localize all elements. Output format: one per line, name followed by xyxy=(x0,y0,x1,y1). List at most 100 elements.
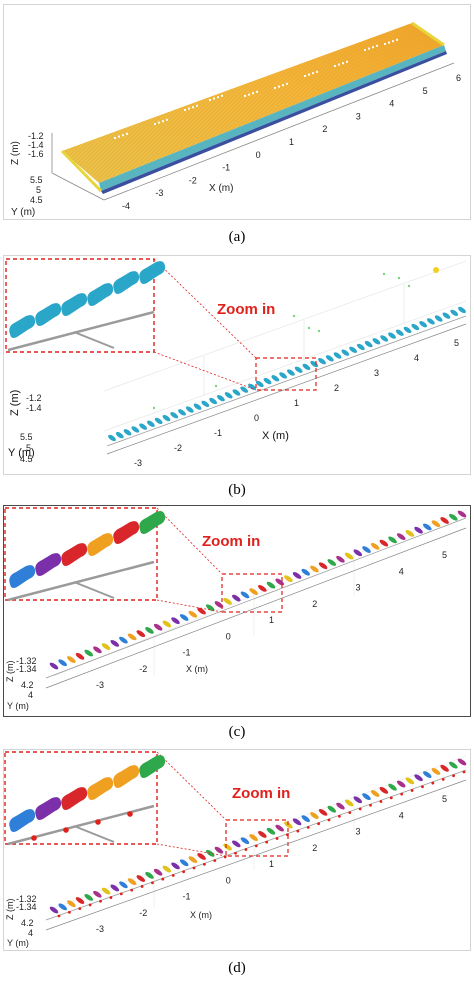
sleeper xyxy=(310,812,319,819)
sleeper xyxy=(370,790,380,797)
sleeper xyxy=(101,887,111,895)
inset-sleeper xyxy=(35,797,62,820)
surface-right-edge xyxy=(411,21,445,47)
marker-dot xyxy=(256,90,258,93)
sleeper xyxy=(266,827,276,835)
x-tick--2: -2 xyxy=(139,908,147,918)
sleeper xyxy=(154,417,163,425)
x-tick-labels: -4 -3 -2 -1 0 1 2 3 4 5 6 xyxy=(122,73,461,211)
sleeper xyxy=(214,846,224,854)
x-tick-2: 2 xyxy=(312,843,317,853)
surface-front-edge-dark xyxy=(101,51,447,194)
marker-dot xyxy=(248,93,250,96)
x-tick--3: -3 xyxy=(134,458,142,468)
sleeper xyxy=(179,614,189,621)
sleeper xyxy=(209,397,218,405)
rail-fastener-points xyxy=(57,770,466,918)
fastener-point xyxy=(441,777,445,781)
fastener-point xyxy=(317,822,321,826)
sleeper xyxy=(258,831,267,838)
sleeper xyxy=(388,783,397,791)
marker-dot xyxy=(396,38,398,41)
marker-dot xyxy=(192,106,194,109)
sleeper xyxy=(426,318,435,325)
z-tick--1.4: -1.4 xyxy=(28,140,44,150)
marker-dot xyxy=(217,96,219,99)
sleeper xyxy=(248,383,256,390)
marker-dot xyxy=(338,63,340,66)
z-axis-label: Z (m) xyxy=(10,141,21,165)
x-tick-4: 4 xyxy=(389,99,394,109)
fastener-point xyxy=(348,811,352,815)
sleeper xyxy=(240,591,250,599)
fastener-point xyxy=(182,870,186,874)
sleeper xyxy=(379,786,389,794)
sleeper xyxy=(353,549,363,557)
sleeper xyxy=(431,520,441,528)
fastener-point xyxy=(202,862,206,866)
sleeper xyxy=(197,853,206,860)
sleeper xyxy=(136,630,146,638)
fastener-point xyxy=(213,859,217,863)
fastener-point xyxy=(57,914,61,918)
x-tick-5: 5 xyxy=(442,550,447,560)
fastener-point xyxy=(452,774,456,778)
panel-d-plot: Zoom in -3 -2 -1 0 1 2 3 4 5 X (m) 4.2 4 Y (m) -… xyxy=(4,751,467,948)
sleeper xyxy=(431,768,441,775)
y-tick-5: 5 xyxy=(26,443,31,453)
zoom-connector-top xyxy=(156,751,227,821)
rail-line xyxy=(45,517,467,679)
inset-fastener-point xyxy=(31,835,37,841)
panel-a: -4 -3 -2 -1 0 1 2 3 4 5 6 X (m) 5.5 5 4.5 Y (m) -1… xyxy=(3,4,471,220)
x-tick--2: -2 xyxy=(139,664,147,674)
y-tick-4: 4 xyxy=(28,690,33,700)
sleeper xyxy=(240,837,250,845)
x-tick--4: -4 xyxy=(122,201,130,211)
marker-dot xyxy=(274,87,276,89)
sleeper xyxy=(263,377,272,385)
sleeper xyxy=(458,306,466,314)
sleeper xyxy=(185,406,194,413)
fastener-point xyxy=(171,873,175,877)
sleeper xyxy=(333,352,342,359)
sleeper xyxy=(388,536,397,544)
fastener-point xyxy=(296,829,300,833)
marker-dot xyxy=(213,97,215,100)
sleeper xyxy=(336,555,345,563)
fastener-point xyxy=(88,903,92,907)
fastener-point xyxy=(265,840,269,844)
marker-dot xyxy=(188,107,190,110)
sleeper xyxy=(450,309,459,316)
x-tick-2: 2 xyxy=(322,124,327,134)
y-tick-4.2: 4.2 xyxy=(21,918,34,928)
x-tick--1: -1 xyxy=(214,428,222,438)
fastener-point xyxy=(358,807,362,811)
y-tick-5.5: 5.5 xyxy=(20,432,33,442)
sleeper xyxy=(258,585,267,592)
sleeper xyxy=(403,326,412,334)
marker-dot xyxy=(162,120,164,123)
x-tick-1: 1 xyxy=(269,859,274,869)
z-tick--1.32: -1.32 xyxy=(16,656,37,666)
fastener-point xyxy=(99,899,102,903)
marker-dot xyxy=(392,40,394,43)
panel-d: Zoom in -3 -2 -1 0 1 2 3 4 5 X (m) 4.2 4 Y (m) -… xyxy=(3,749,471,951)
x-tick--1: -1 xyxy=(183,892,191,902)
sleeper xyxy=(396,533,406,541)
inset-sleeper xyxy=(87,777,114,800)
x-tick--2: -2 xyxy=(174,443,182,453)
fastener-point xyxy=(67,910,71,914)
x-tick-2: 2 xyxy=(334,383,339,393)
sleeper xyxy=(388,332,396,339)
sleeper xyxy=(318,358,326,365)
sleeper xyxy=(301,815,311,823)
inset-sleeper xyxy=(61,787,88,810)
sleeper-segments xyxy=(49,510,467,670)
marker-dot xyxy=(312,72,314,75)
x-tick-0: 0 xyxy=(226,631,231,641)
sleeper xyxy=(49,906,59,914)
sleeper xyxy=(223,597,232,605)
fastener-point xyxy=(234,851,237,855)
marker-dot xyxy=(282,84,284,87)
sleeper xyxy=(139,423,148,430)
